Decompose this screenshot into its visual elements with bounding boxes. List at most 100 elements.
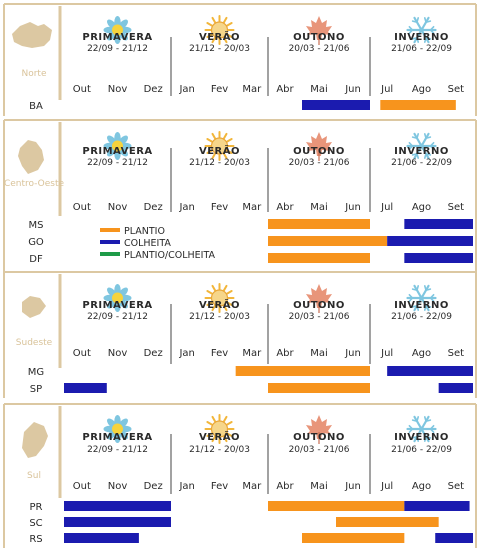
month-tick-label: Set [448,348,465,359]
season-name: OUTONO [293,32,345,43]
month-tick-label: Set [448,84,465,95]
region-panel-3: Sul PRIMAVERA 22/09 - 21/12 VERÃO 21/12 - 20… [3,403,477,548]
colheita-bar [435,533,473,543]
month-tick-label: Jul [380,481,393,492]
maple-leaf-icon [306,16,332,45]
month-tick-label: Jun [344,84,361,95]
month-tick-label: Abr [276,481,294,492]
legend-label: PLANTIO/COLHEITA [124,250,216,261]
season-dates: 20/03 - 21/06 [289,312,350,322]
month-tick-label: Abr [276,202,294,213]
season-dates: 21/06 - 22/09 [391,445,452,455]
season-name: INVERNO [394,300,449,311]
legend-swatch [100,228,120,232]
flower-icon [103,132,132,160]
colheita-bar [64,383,107,393]
season-name: VERÃO [199,298,240,311]
season-dates: 22/09 - 21/12 [87,445,148,455]
maple-leaf-icon [306,132,332,161]
month-tick-label: Nov [108,481,128,492]
month-tick-label: Out [73,348,91,359]
season-name: PRIMAVERA [82,300,152,311]
month-tick-label: Nov [108,202,128,213]
region-map-icon [22,296,46,318]
month-tick-label: Dez [144,348,163,359]
month-tick-label: Nov [108,84,128,95]
snowflake-icon [406,132,437,160]
plantio-bar [268,219,370,229]
season-name: VERÃO [199,430,240,443]
state-label: BA [29,101,43,112]
month-tick-label: Jun [344,481,361,492]
season-dates: 20/03 - 21/06 [289,44,350,54]
snowflake-icon [406,284,437,312]
snowflake-icon [406,415,437,443]
month-tick-label: Jul [380,84,393,95]
state-label: MG [28,367,44,378]
season-name: INVERNO [394,432,449,443]
month-tick-label: Fev [211,202,228,213]
month-tick-label: Mar [242,348,262,359]
plantio-bar [336,517,439,527]
legend-label: COLHEITA [124,238,171,249]
month-tick-label: Ago [412,348,431,359]
month-tick-label: Fev [211,348,228,359]
month-tick-label: Dez [144,202,163,213]
state-label: SC [29,518,42,529]
month-tick-label: Mai [310,84,328,95]
season-dates: 21/12 - 20/03 [189,158,250,168]
month-tick-label: Dez [144,84,163,95]
colheita-bar [404,219,473,229]
maple-leaf-icon [306,284,332,313]
region-label: Centro-Oeste [4,179,65,189]
snowflake-icon [406,16,437,44]
plantio-bar [268,236,388,246]
season-name: VERÃO [199,144,240,157]
region-map-icon [18,140,44,174]
state-label: GO [28,237,44,248]
season-dates: 22/09 - 21/12 [87,312,148,322]
plantio-bar [268,253,370,263]
month-tick-label: Jan [178,481,194,492]
state-label: DF [29,254,43,265]
month-tick-label: Mai [310,202,328,213]
plantio-bar [235,366,370,376]
month-tick-label: Fev [211,84,228,95]
legend-label: PLANTIO [124,226,165,237]
plantio-bar [268,383,370,393]
season-dates: 21/06 - 22/09 [391,44,452,54]
colheita-bar [64,501,171,511]
legend-swatch [100,252,120,256]
season-dates: 21/12 - 20/03 [189,312,250,322]
month-tick-label: Jul [380,202,393,213]
month-tick-label: Set [448,481,465,492]
legend-swatch [100,240,120,244]
month-tick-label: Mar [242,481,262,492]
season-dates: 21/06 - 22/09 [391,158,452,168]
colheita-bar [404,253,473,263]
month-tick-label: Ago [412,84,431,95]
month-tick-label: Jun [344,348,361,359]
month-tick-label: Mar [242,84,262,95]
season-dates: 22/09 - 21/12 [87,158,148,168]
colheita-bar [404,501,470,511]
flower-icon [103,16,132,44]
colheita-bar [302,100,370,110]
season-dates: 21/12 - 20/03 [189,445,250,455]
month-tick-label: Abr [276,348,294,359]
colheita-bar [387,236,473,246]
state-label: PR [30,502,43,513]
colheita-bar [387,366,473,376]
season-name: OUTONO [293,300,345,311]
month-tick-label: Abr [276,84,294,95]
month-tick-label: Jan [178,202,194,213]
flower-icon [103,284,132,312]
month-tick-label: Dez [144,481,163,492]
region-label: Sudeste [16,338,53,348]
month-tick-label: Mar [242,202,262,213]
season-dates: 22/09 - 21/12 [87,44,148,54]
month-tick-label: Jan [178,84,194,95]
flower-icon [103,415,132,443]
season-dates: 20/03 - 21/06 [289,158,350,168]
